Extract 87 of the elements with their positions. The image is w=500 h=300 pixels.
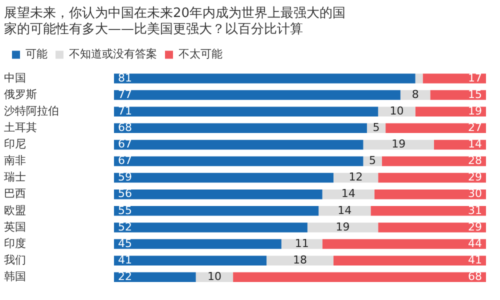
bar [422, 74, 486, 84]
bar [281, 239, 322, 249]
bar [400, 90, 430, 100]
bar [382, 156, 486, 166]
data-label: 5 [369, 154, 376, 168]
data-label: 67 [118, 154, 132, 168]
bar [363, 140, 434, 150]
data-label: 55 [118, 204, 132, 217]
bar [114, 74, 416, 84]
data-label: 67 [118, 138, 132, 151]
bar [415, 74, 423, 84]
data-label: 31 [468, 204, 482, 217]
data-label: 19 [392, 138, 406, 151]
y-tick-label: 印尼 [4, 138, 26, 151]
bar [114, 239, 282, 249]
bar [233, 272, 486, 282]
data-label: 29 [468, 220, 482, 234]
data-label: 68 [118, 121, 132, 134]
data-label: 12 [348, 170, 363, 184]
bar [114, 272, 196, 282]
data-label: 11 [294, 236, 309, 250]
bar [114, 106, 378, 116]
data-label: 18 [293, 253, 307, 266]
data-label: 8 [412, 88, 419, 101]
data-label: 71 [118, 104, 132, 118]
bar [114, 90, 400, 100]
y-tick-label: 巴西 [4, 187, 26, 200]
bar [322, 239, 486, 249]
y-tick-label: 俄罗斯 [4, 88, 37, 101]
data-label: 14 [468, 138, 482, 151]
y-tick-label: 欧盟 [4, 204, 26, 217]
y-tick-label: 印度 [4, 236, 26, 250]
legend-label: 不太可能 [178, 48, 222, 61]
data-label: 19 [336, 220, 350, 234]
data-label: 29 [468, 170, 482, 184]
bar [374, 189, 486, 200]
y-tick-label: 土耳其 [4, 121, 37, 134]
data-label: 77 [118, 88, 132, 101]
bar [114, 156, 364, 166]
data-label: 41 [468, 253, 482, 266]
y-tick-label: 韩国 [4, 270, 26, 283]
bar [114, 256, 267, 266]
bar [307, 222, 378, 232]
data-label: 44 [468, 236, 482, 250]
y-tick-label: 英国 [4, 220, 26, 234]
bar [114, 206, 319, 216]
y-tick-label: 我们 [4, 253, 26, 266]
y-tick-label: 南非 [4, 154, 26, 168]
bar [386, 123, 486, 134]
data-label: 28 [468, 154, 482, 168]
data-label: 5 [372, 121, 380, 134]
data-label: 14 [338, 204, 352, 217]
y-tick-label: 沙特阿拉伯 [4, 104, 59, 118]
bar [114, 172, 334, 183]
data-label: 10 [207, 270, 222, 283]
data-label: 59 [118, 170, 132, 184]
bar [114, 123, 367, 134]
data-label: 17 [468, 71, 482, 84]
text: 展望未来，你认为中国在未来20年内成为世界上最强大的国 [4, 6, 346, 22]
legend-label: 不知道或没有答案 [69, 48, 157, 61]
data-label: 68 [468, 270, 482, 283]
bar [114, 222, 308, 232]
data-label: 41 [118, 253, 132, 266]
bar [114, 189, 322, 200]
data-label: 15 [468, 88, 482, 101]
bar [318, 206, 371, 216]
bar [114, 140, 364, 150]
data-label: 45 [118, 236, 132, 250]
data-label: 19 [468, 104, 482, 118]
bar [266, 256, 334, 266]
data-label: 52 [118, 220, 132, 234]
data-label: 10 [390, 104, 404, 118]
data-label: 14 [341, 187, 356, 200]
bar [370, 206, 486, 216]
data-label: 81 [118, 71, 132, 84]
y-tick-label: 中国 [4, 71, 26, 84]
bar [415, 106, 486, 116]
y-tick-label: 瑞士 [4, 170, 26, 184]
bar [378, 106, 416, 116]
bar [333, 256, 486, 266]
bar [378, 172, 486, 183]
data-label: 27 [468, 121, 482, 134]
legend-label: 可能 [26, 48, 48, 61]
bar [378, 222, 486, 232]
bar [430, 90, 486, 100]
data-label: 22 [118, 270, 132, 283]
text: 家的可能性有多大——比美国更强大？以百分比计算 [4, 22, 303, 37]
